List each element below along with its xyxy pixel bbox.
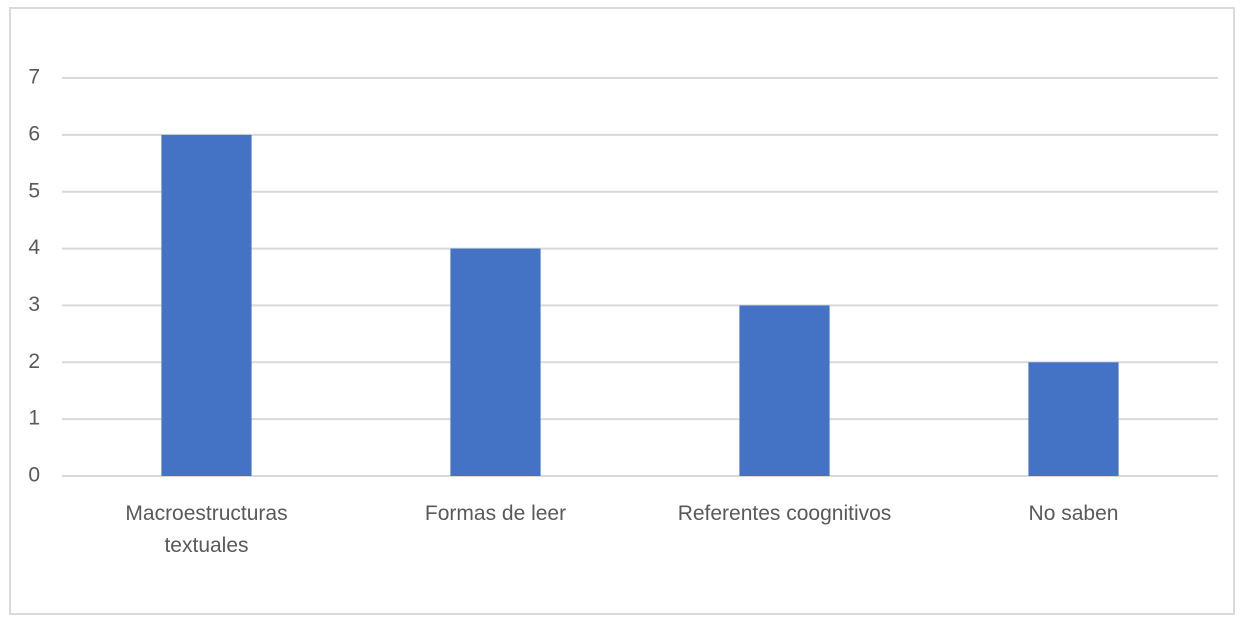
y-tick-label: 0 <box>28 464 40 487</box>
y-tick-label: 2 <box>28 350 40 373</box>
y-tick-label: 1 <box>28 407 40 430</box>
bar <box>161 134 252 476</box>
bar <box>450 248 541 476</box>
y-tick-label: 4 <box>28 236 40 259</box>
bar <box>739 305 830 476</box>
x-tick-label: Referentes coognitivos <box>677 502 892 525</box>
x-tick-label: Formas de leer <box>424 502 567 525</box>
y-tick-label: 7 <box>28 66 40 89</box>
bar <box>1028 362 1119 476</box>
x-tick-label: No saben <box>1028 502 1119 525</box>
y-tick-label: 3 <box>28 293 40 316</box>
x-tick-label: Macroestructuras textuales <box>125 502 288 557</box>
y-tick-label: 6 <box>28 122 40 145</box>
y-tick-label: 5 <box>28 179 40 202</box>
